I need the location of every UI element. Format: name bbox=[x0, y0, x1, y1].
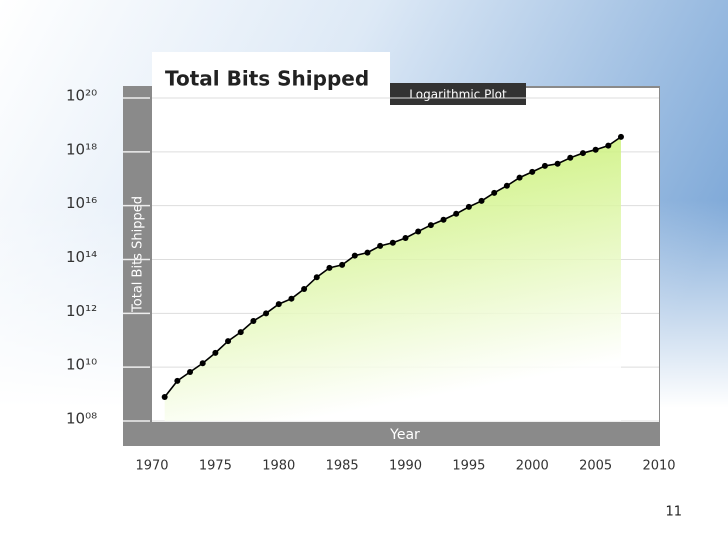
chart-title: Total Bits Shipped bbox=[165, 67, 369, 91]
title-tab bbox=[152, 52, 390, 100]
point bbox=[402, 234, 409, 241]
x-tick-label: 1990 bbox=[389, 459, 422, 474]
x-tick-label: 1985 bbox=[326, 459, 359, 474]
point bbox=[592, 146, 599, 153]
point bbox=[339, 261, 346, 268]
point bbox=[453, 210, 460, 217]
point bbox=[263, 310, 270, 317]
x-tick-label: 1975 bbox=[199, 459, 232, 474]
point bbox=[415, 228, 422, 235]
point bbox=[225, 338, 232, 345]
point bbox=[275, 301, 282, 308]
point bbox=[440, 216, 447, 223]
point bbox=[579, 150, 586, 157]
point bbox=[377, 242, 384, 249]
point bbox=[529, 168, 536, 175]
point bbox=[161, 393, 168, 400]
point bbox=[554, 160, 561, 167]
point bbox=[389, 239, 396, 246]
point bbox=[351, 252, 358, 259]
y-tick-label: 10¹² bbox=[66, 302, 97, 320]
x-tick-label: 1980 bbox=[262, 459, 295, 474]
point bbox=[199, 360, 206, 367]
y-tick-label: 10¹⁴ bbox=[66, 248, 97, 266]
point bbox=[237, 329, 244, 336]
x-tick-label: 1970 bbox=[135, 459, 168, 474]
point bbox=[516, 174, 523, 181]
point bbox=[288, 295, 295, 302]
point bbox=[326, 264, 333, 271]
y-tick-label: 10¹⁰ bbox=[66, 356, 97, 374]
point bbox=[567, 154, 574, 161]
x-tick-label: 2010 bbox=[642, 459, 675, 474]
point bbox=[301, 286, 308, 293]
point bbox=[174, 377, 181, 384]
point bbox=[617, 133, 624, 140]
x-axis-label: Year bbox=[389, 427, 420, 443]
subtitle-tab bbox=[390, 83, 526, 105]
y-tick-label: 10⁰⁸ bbox=[66, 410, 97, 428]
x-tick-label: 2005 bbox=[579, 459, 612, 474]
point bbox=[212, 349, 219, 356]
area-fill bbox=[164, 136, 621, 421]
point bbox=[187, 369, 194, 376]
point bbox=[605, 142, 612, 149]
y-tick-label: 10²⁰ bbox=[66, 87, 97, 105]
y-tick-label: 10¹⁸ bbox=[66, 140, 97, 158]
point bbox=[313, 274, 320, 281]
x-tick-label: 1995 bbox=[452, 459, 485, 474]
chart-subtitle: Logarithmic Plot bbox=[409, 88, 507, 102]
point bbox=[503, 182, 510, 189]
point bbox=[250, 317, 257, 324]
page-number: 11 bbox=[665, 505, 682, 520]
point bbox=[427, 222, 434, 229]
x-tick-label: 2000 bbox=[516, 459, 549, 474]
point bbox=[491, 189, 498, 196]
point bbox=[478, 197, 485, 204]
y-tick-label: 10¹⁶ bbox=[66, 194, 97, 212]
point bbox=[541, 162, 548, 169]
y-axis-label: Total Bits Shipped bbox=[131, 196, 146, 313]
point bbox=[465, 203, 472, 210]
point bbox=[364, 249, 371, 256]
